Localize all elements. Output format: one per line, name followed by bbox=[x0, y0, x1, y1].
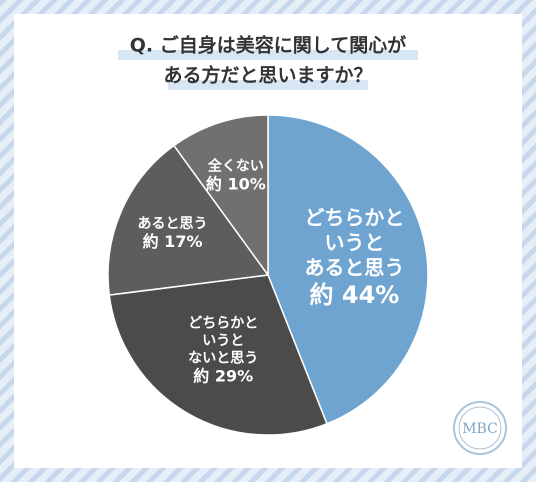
slice-label: いうと bbox=[324, 231, 384, 255]
slice-label: あると思う bbox=[138, 216, 208, 232]
pie-slice bbox=[267, 114, 429, 425]
logo-ring bbox=[453, 401, 507, 455]
title-highlight bbox=[118, 50, 418, 60]
chart-title: Q. ご自身は美容に関して関心が bbox=[130, 34, 406, 57]
slice-label: いうと bbox=[202, 333, 244, 349]
logo-text: MBC bbox=[462, 421, 498, 437]
pie-slice bbox=[108, 274, 328, 436]
slice-label: 全くない bbox=[207, 157, 264, 174]
logo-ring bbox=[458, 406, 502, 450]
value-label: 約 17% bbox=[143, 232, 203, 251]
value-label: 約 29% bbox=[193, 366, 253, 385]
pie-slice bbox=[107, 144, 270, 296]
slice-label: どちらかと bbox=[304, 206, 404, 230]
value-label: 約 10% bbox=[206, 174, 266, 193]
slice-label: あると思う bbox=[304, 256, 404, 280]
value-label: 約 44% bbox=[310, 281, 400, 309]
chart-title: ある方だと思いますか？ bbox=[163, 64, 372, 87]
title-highlight bbox=[168, 80, 368, 90]
pie-slice bbox=[172, 114, 269, 278]
slice-label: ないと思う bbox=[188, 351, 258, 367]
slice-label: どちらかと bbox=[188, 316, 258, 332]
logo: MBC bbox=[453, 401, 507, 455]
